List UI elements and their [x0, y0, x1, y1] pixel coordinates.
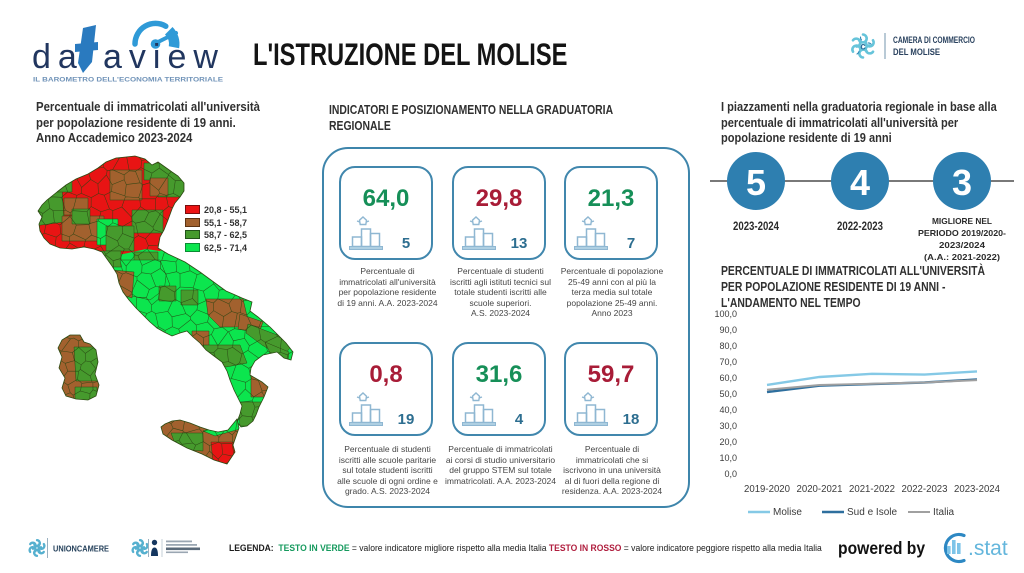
svg-text:100,0: 100,0 — [714, 309, 737, 319]
svg-text:.stat: .stat — [968, 537, 1008, 560]
svg-text:21,3: 21,3 — [588, 185, 635, 212]
svg-text:5: 5 — [402, 235, 410, 252]
svg-text:MIGLIORE NEL: MIGLIORE NEL — [932, 216, 992, 226]
svg-text:PERIODO 2019/2020-: PERIODO 2019/2020- — [918, 228, 1006, 238]
svg-text:2023/2024: 2023/2024 — [939, 240, 985, 250]
svg-text:19: 19 — [398, 411, 415, 428]
svg-text:aview: aview — [103, 38, 225, 76]
svg-text:30,0: 30,0 — [719, 421, 737, 431]
svg-text:2019-2020: 2019-2020 — [744, 484, 790, 495]
svg-text:31,6: 31,6 — [476, 361, 523, 388]
svg-text:4: 4 — [850, 162, 870, 203]
svg-text:80,0: 80,0 — [719, 341, 737, 351]
svg-text:(A.A.: 2021-2022): (A.A.: 2021-2022) — [924, 252, 1000, 262]
svg-text:Sud e Isole: Sud e Isole — [847, 507, 897, 518]
svg-text:59,7: 59,7 — [588, 361, 635, 388]
svg-text:da: da — [32, 38, 84, 76]
svg-text:10,0: 10,0 — [719, 453, 737, 463]
svg-text:70,0: 70,0 — [719, 357, 737, 367]
svg-text:c: c — [860, 42, 866, 53]
svg-text:2022-2023: 2022-2023 — [902, 484, 948, 495]
svg-text:2020-2021: 2020-2021 — [797, 484, 843, 495]
svg-text:UNIONCAMERE: UNIONCAMERE — [53, 544, 109, 554]
svg-text:40,0: 40,0 — [719, 405, 737, 415]
svg-text:4: 4 — [515, 411, 524, 428]
svg-text:Italia: Italia — [933, 507, 955, 518]
svg-text:3: 3 — [952, 162, 972, 203]
svg-text:5: 5 — [746, 162, 766, 203]
svg-text:29,8: 29,8 — [476, 185, 523, 212]
svg-text:2021-2022: 2021-2022 — [849, 484, 895, 495]
svg-text:0,8: 0,8 — [369, 361, 402, 388]
svg-text:Molise: Molise — [773, 507, 802, 518]
svg-text:2022-2023: 2022-2023 — [837, 219, 883, 233]
svg-text:90,0: 90,0 — [719, 325, 737, 335]
svg-text:18: 18 — [623, 411, 640, 428]
svg-text:CAMERA DI COMMERCIO: CAMERA DI COMMERCIO — [893, 35, 975, 46]
svg-text:7: 7 — [627, 235, 635, 252]
svg-text:2023-2024: 2023-2024 — [733, 219, 779, 233]
svg-text:50,0: 50,0 — [719, 389, 737, 399]
svg-text:64,0: 64,0 — [363, 185, 410, 212]
svg-text:20,0: 20,0 — [719, 437, 737, 447]
svg-text:0,0: 0,0 — [724, 469, 737, 479]
svg-text:IL BAROMETRO DELL'ECONOMIA TER: IL BAROMETRO DELL'ECONOMIA TERRITORIALE — [33, 77, 224, 84]
svg-text:DEL MOLISE: DEL MOLISE — [893, 47, 940, 58]
svg-text:2023-2024: 2023-2024 — [954, 484, 1000, 495]
svg-text:13: 13 — [511, 235, 528, 252]
svg-text:60,0: 60,0 — [719, 373, 737, 383]
